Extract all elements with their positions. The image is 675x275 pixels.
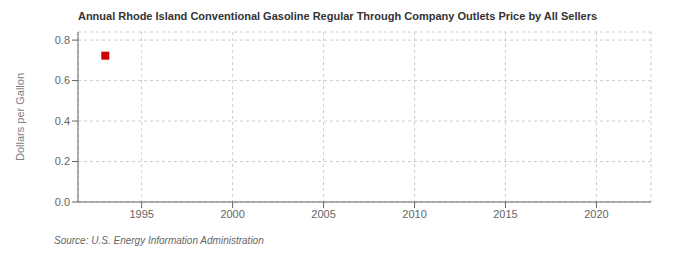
svg-text:2005: 2005 <box>311 208 335 220</box>
svg-text:2000: 2000 <box>220 208 244 220</box>
svg-text:1995: 1995 <box>129 208 153 220</box>
html-text:Annual Rhode Island Convention: Annual Rhode Island Conventional Gasolin… <box>77 10 598 22</box>
svg-text:0.2: 0.2 <box>55 155 70 167</box>
svg-text:0.6: 0.6 <box>55 74 70 86</box>
svg-text:Dollars per Gallon: Dollars per Gallon <box>14 73 26 161</box>
svg-text:2020: 2020 <box>584 208 608 220</box>
svg-text:2015: 2015 <box>493 208 517 220</box>
svg-text:2010: 2010 <box>402 208 426 220</box>
svg-text:0.8: 0.8 <box>55 34 70 46</box>
svg-text:0.0: 0.0 <box>55 196 70 208</box>
html-text:Source: U.S. Energy Informatio: Source: U.S. Energy Information Administ… <box>54 235 264 246</box>
svg-text:0.4: 0.4 <box>55 115 70 127</box>
